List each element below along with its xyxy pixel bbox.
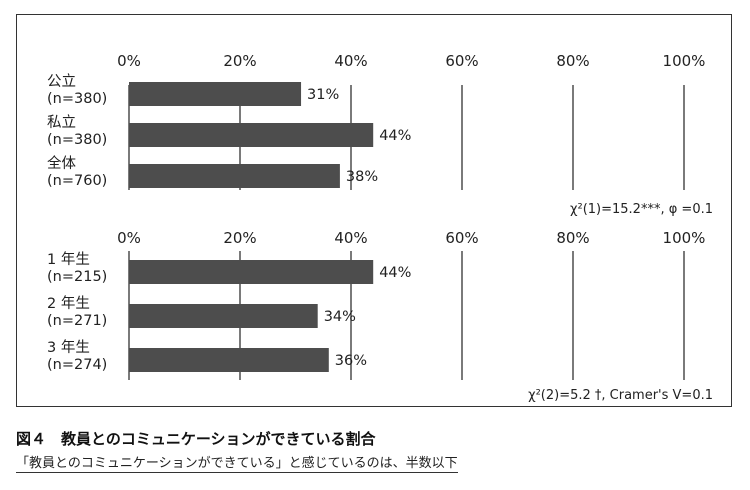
category-label: 公立(n=380) xyxy=(47,73,107,107)
bar xyxy=(129,164,340,188)
x-tick-label: 40% xyxy=(334,52,367,70)
x-tick-label: 80% xyxy=(556,229,589,247)
data-label: 36% xyxy=(335,353,367,369)
chart-frame: 0% 20% 40% 60% 80% 100% 公立(n=380) 31% 私立(n=380) 4… xyxy=(16,14,732,407)
category-label: 全体(n=760) xyxy=(47,154,107,189)
x-tick-label: 0% xyxy=(117,52,141,70)
x-tick-label: 100% xyxy=(663,52,706,70)
data-label: 34% xyxy=(324,309,356,325)
data-label: 38% xyxy=(346,169,378,185)
category-label: 1 年生(n=215) xyxy=(47,251,107,285)
data-label: 44% xyxy=(379,265,411,281)
category-label: 私立(n=380) xyxy=(47,114,107,148)
bar xyxy=(129,304,318,328)
category-label: 2 年生(n=271) xyxy=(47,295,107,329)
x-tick-label: 0% xyxy=(117,229,141,247)
x-tick-label: 20% xyxy=(223,52,256,70)
x-tick-label: 100% xyxy=(663,229,706,247)
data-label: 44% xyxy=(379,128,411,144)
figure-caption-title: 図４ 教員とのコミュニケーションができている割合 xyxy=(16,430,376,448)
figure-caption-subtitle: 「教員とのコミュニケーションができている」と感じているのは、半数以下 xyxy=(16,452,458,473)
stat-note: χ²(1)=15.2***, φ =0.1 xyxy=(570,202,713,217)
bar xyxy=(129,348,329,372)
x-tick-label: 60% xyxy=(445,52,478,70)
bar xyxy=(129,82,302,106)
bar-chart-panels: 0% 20% 40% 60% 80% 100% 公立(n=380) 31% 私立(n=380) 4… xyxy=(47,52,713,403)
bar xyxy=(129,123,374,147)
stat-note: χ²(2)=5.2 †, Cramer's V=0.1 xyxy=(528,388,713,403)
x-tick-label: 20% xyxy=(223,229,256,247)
x-tick-label: 80% xyxy=(556,52,589,70)
data-label: 31% xyxy=(307,87,339,103)
x-tick-label: 60% xyxy=(445,229,478,247)
x-tick-label: 40% xyxy=(334,229,367,247)
bar xyxy=(129,260,374,284)
category-label: 3 年生(n=274) xyxy=(47,339,107,373)
